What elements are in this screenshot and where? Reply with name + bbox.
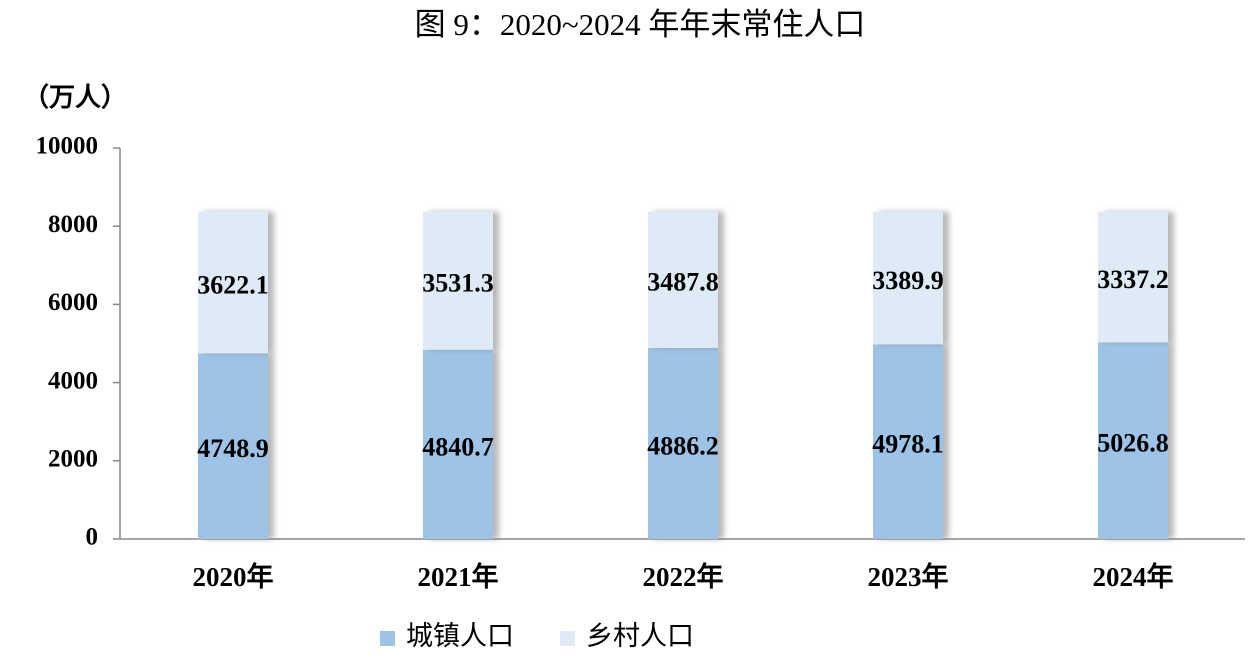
- bar-segment: [423, 349, 493, 539]
- legend-swatch: [380, 631, 395, 646]
- data-label: 3487.8: [647, 268, 719, 297]
- data-label: 3531.3: [422, 269, 494, 298]
- y-tick-label: 0: [86, 524, 99, 551]
- data-label: 3389.9: [872, 266, 944, 295]
- legend-label: 城镇人口: [406, 621, 514, 651]
- y-tick-label: 4000: [48, 367, 98, 394]
- data-label: 3337.2: [1097, 265, 1169, 294]
- bar-segment: [648, 347, 718, 539]
- legend-swatch: [560, 631, 575, 646]
- x-tick-label: 2024年: [1093, 561, 1174, 592]
- bar-segment: [1098, 342, 1168, 539]
- x-tick-label: 2022年: [643, 561, 724, 592]
- y-tick-label: 10000: [36, 133, 99, 160]
- data-label: 4886.2: [647, 431, 719, 460]
- bar-segment: [873, 344, 943, 539]
- data-label: 4840.7: [422, 432, 494, 461]
- x-tick-label: 2023年: [868, 561, 949, 592]
- x-tick-label: 2020年: [193, 561, 274, 592]
- y-tick-label: 8000: [48, 211, 98, 238]
- legend-label: 乡村人口: [586, 621, 694, 651]
- data-label: 5026.8: [1097, 429, 1169, 458]
- data-label: 3622.1: [197, 270, 269, 299]
- chart-title: 图 9：2020~2024 年年末常住人口: [415, 7, 866, 42]
- x-tick-label: 2021年: [418, 561, 499, 592]
- bar-segment: [1098, 211, 1168, 343]
- bar-segment: [198, 211, 268, 354]
- y-tick-label: 6000: [48, 289, 98, 316]
- data-label: 4748.9: [197, 434, 269, 463]
- bar-segment: [648, 211, 718, 348]
- bar-segment: [198, 353, 268, 539]
- data-label: 4978.1: [872, 430, 944, 459]
- bar-segment: [873, 211, 943, 345]
- bar-segment: [423, 211, 493, 350]
- y-tick-label: 2000: [48, 446, 98, 473]
- y-axis-label: （万人）: [23, 83, 127, 112]
